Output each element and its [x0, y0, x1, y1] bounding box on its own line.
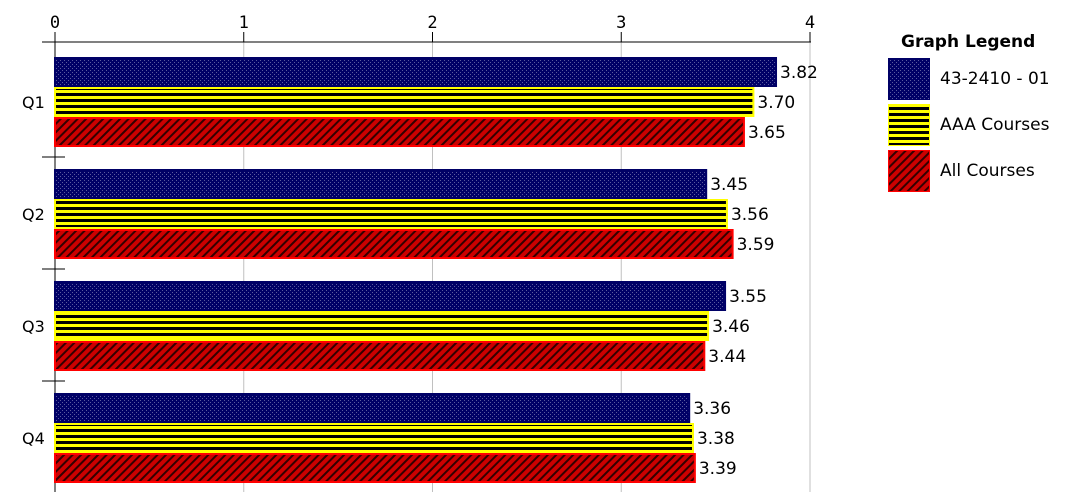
chart-legend: Graph Legend 43-2410 - 01 AAA Courses Al…: [888, 28, 1087, 194]
x-tick-label: 0: [50, 13, 60, 33]
data-label: 3.55: [729, 287, 767, 307]
category-label: Q1: [22, 93, 45, 112]
data-label: 3.56: [731, 205, 769, 225]
bar: [54, 229, 734, 259]
legend-label-series-1: 43-2410 - 01: [940, 69, 1050, 89]
legend-label-series-3: All Courses: [940, 161, 1035, 181]
data-label: 3.39: [699, 459, 737, 479]
bar: [54, 117, 745, 147]
bar: [54, 169, 708, 199]
bar: [54, 393, 691, 423]
x-tick-label: 4: [805, 13, 815, 33]
data-label: 3.65: [748, 123, 786, 143]
legend-swatch-series-3: [888, 150, 930, 192]
x-tick-label: 2: [427, 13, 437, 33]
x-tick-label: 1: [239, 13, 249, 33]
x-tick-label: 3: [616, 13, 626, 33]
category-label: Q4: [22, 429, 45, 448]
data-label: 3.59: [737, 235, 775, 255]
data-label: 3.45: [710, 175, 748, 195]
legend-item-series-3: All Courses: [888, 148, 1087, 194]
legend-title: Graph Legend: [901, 32, 1036, 52]
bar: [54, 57, 778, 87]
category-label: Q3: [22, 317, 45, 336]
bar: [54, 423, 694, 453]
data-label: 3.38: [697, 429, 735, 449]
legend-label-series-2: AAA Courses: [940, 115, 1050, 135]
legend-item-series-2: AAA Courses: [888, 102, 1087, 148]
bar: [54, 199, 728, 229]
bar: [54, 341, 706, 371]
data-label: 3.70: [757, 93, 795, 113]
data-label: 3.82: [780, 63, 818, 83]
legend-swatch-series-1: [888, 58, 930, 100]
bar: [54, 87, 755, 117]
bar: [54, 281, 727, 311]
bar: [54, 453, 696, 483]
legend-swatch-series-2: [888, 104, 930, 146]
data-label: 3.46: [712, 317, 750, 337]
data-label: 3.36: [693, 399, 731, 419]
legend-item-series-1: 43-2410 - 01: [888, 56, 1087, 102]
bar: [54, 311, 710, 341]
category-label: Q2: [22, 205, 45, 224]
data-label: 3.44: [708, 347, 746, 367]
